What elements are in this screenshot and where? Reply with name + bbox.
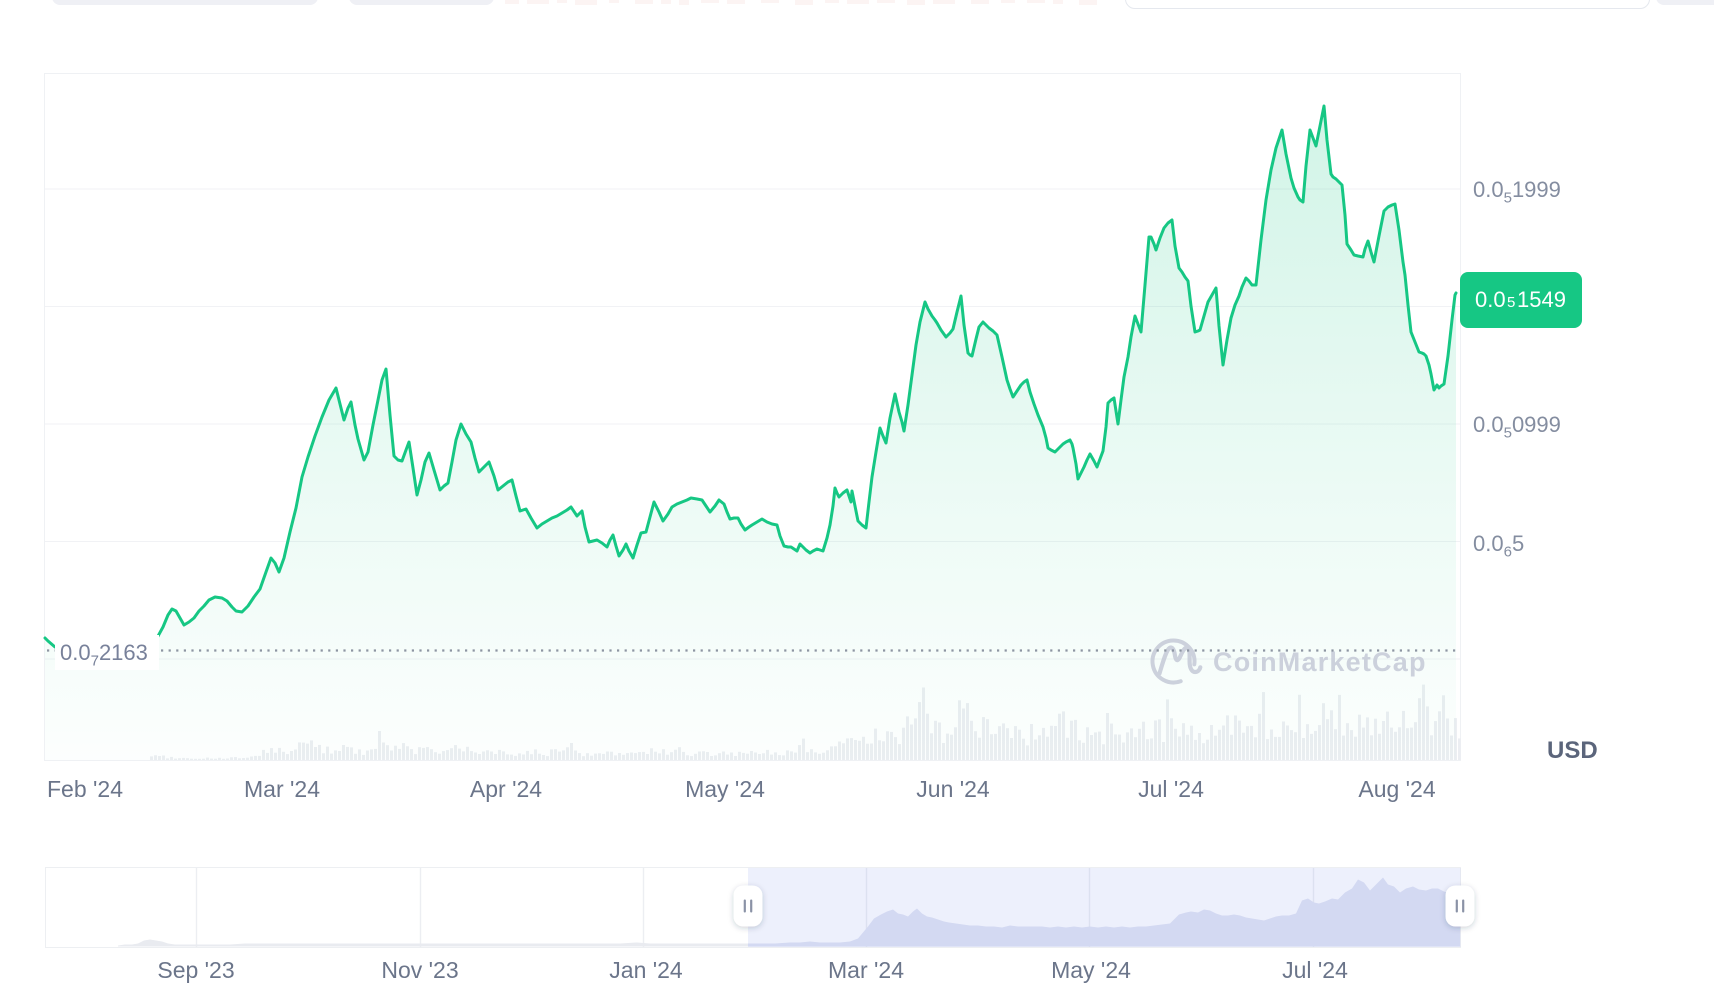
svg-text:CoinMarketCap: CoinMarketCap	[1213, 647, 1427, 677]
